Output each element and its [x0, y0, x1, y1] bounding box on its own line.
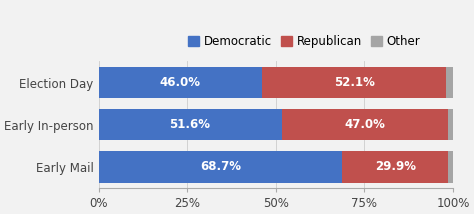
Bar [448, 151, 453, 183]
Bar [99, 67, 262, 98]
Text: 52.1%: 52.1% [334, 76, 374, 89]
Bar [262, 67, 447, 98]
Bar [282, 109, 448, 140]
Text: 51.6%: 51.6% [170, 118, 210, 131]
Bar [447, 67, 453, 98]
Text: 47.0%: 47.0% [345, 118, 385, 131]
Bar [99, 151, 342, 183]
Bar [99, 109, 282, 140]
Bar [342, 151, 448, 183]
Bar [448, 109, 453, 140]
Text: 68.7%: 68.7% [200, 160, 241, 173]
Text: 29.9%: 29.9% [374, 160, 416, 173]
Legend: Democratic, Republican, Other: Democratic, Republican, Other [183, 31, 425, 53]
Text: 46.0%: 46.0% [160, 76, 201, 89]
